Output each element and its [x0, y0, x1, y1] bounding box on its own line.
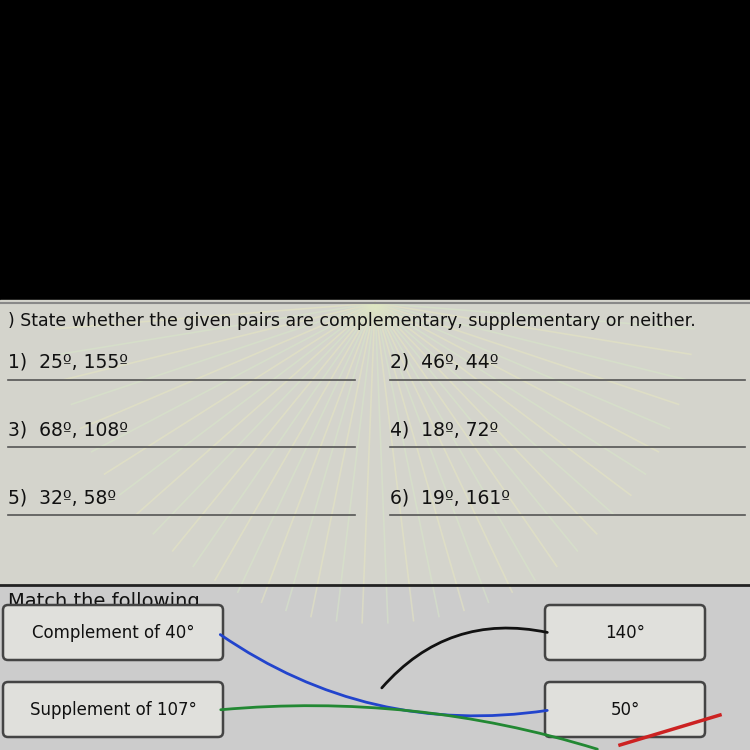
Text: 3)  68º, 108º: 3) 68º, 108º	[8, 420, 128, 439]
Text: Match the following.: Match the following.	[8, 592, 206, 611]
Text: ) State whether the given pairs are complementary, supplementary or neither.: ) State whether the given pairs are comp…	[8, 312, 696, 330]
Text: Complement of 40°: Complement of 40°	[32, 624, 194, 642]
Text: 140°: 140°	[605, 624, 645, 642]
Text: 5)  32º, 58º: 5) 32º, 58º	[8, 488, 116, 507]
Text: 4)  18º, 72º: 4) 18º, 72º	[390, 420, 498, 439]
Bar	[0, 300, 750, 585]
Text: Supplement of 107°: Supplement of 107°	[29, 701, 196, 719]
FancyBboxPatch shape	[545, 682, 705, 737]
FancyBboxPatch shape	[3, 605, 223, 660]
Text: 6)  19º, 161º: 6) 19º, 161º	[390, 488, 510, 507]
Text: 1)  25º, 155º: 1) 25º, 155º	[8, 352, 128, 371]
Text: 2)  46º, 44º: 2) 46º, 44º	[390, 352, 499, 371]
Bar	[0, 585, 750, 750]
Text: 50°: 50°	[610, 701, 640, 719]
Bar	[0, 0, 750, 303]
FancyBboxPatch shape	[545, 605, 705, 660]
FancyBboxPatch shape	[3, 682, 223, 737]
